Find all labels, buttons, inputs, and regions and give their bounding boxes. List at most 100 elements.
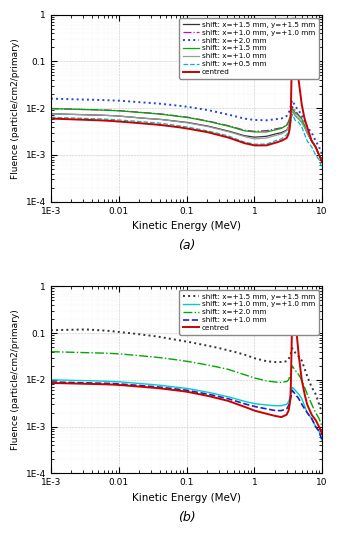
Line: shift: x=+2.0 mm: shift: x=+2.0 mm — [51, 98, 322, 155]
shift: x=+2.0 mm: (0.228, 0.0202): x=+2.0 mm: (0.228, 0.0202) — [209, 362, 213, 369]
shift: x=+1.5 mm, y=+1.5 mm: (0.001, 0.115): x=+1.5 mm, y=+1.5 mm: (0.001, 0.115) — [49, 327, 53, 333]
shift: x=+1.5 mm, y=+1.5 mm: (0.0108, 0.105): x=+1.5 mm, y=+1.5 mm: (0.0108, 0.105) — [119, 329, 123, 335]
shift: x=+1.0 mm: (10, 0.0008): x=+1.0 mm: (10, 0.0008) — [320, 156, 324, 163]
shift: x=+1.0 mm, y=+1.0 mm: (0.0051, 0.00921): x=+1.0 mm, y=+1.0 mm: (0.0051, 0.00921) — [97, 106, 101, 113]
shift: x=+1.5 mm, y=+1.5 mm: (0.0051, 0.00711): x=+1.5 mm, y=+1.5 mm: (0.0051, 0.00711) — [97, 112, 101, 118]
Text: (a): (a) — [178, 239, 195, 252]
shift: x=+1.5 mm, y=+1.5 mm: (3.62, 0.00887): x=+1.5 mm, y=+1.5 mm: (3.62, 0.00887) — [290, 108, 294, 114]
shift: x=+1.5 mm: (3.62, 0.00987): x=+1.5 mm: (3.62, 0.00987) — [290, 105, 294, 112]
shift: x=+1.0 mm, y=+1.0 mm: (0.0645, 0.007): x=+1.0 mm, y=+1.0 mm: (0.0645, 0.007) — [172, 112, 176, 119]
Y-axis label: Fluence (particle/cm2/primary): Fluence (particle/cm2/primary) — [11, 38, 20, 179]
shift: x=+1.5 mm, y=+1.5 mm: (0.00518, 0.115): x=+1.5 mm, y=+1.5 mm: (0.00518, 0.115) — [97, 327, 101, 333]
shift: x=+0.5 mm: (0.0645, 0.00437): x=+0.5 mm: (0.0645, 0.00437) — [172, 122, 176, 128]
shift: x=+1.0 mm: (0.469, 0.00298): x=+1.0 mm: (0.469, 0.00298) — [230, 129, 234, 136]
shift: x=+1.0 mm: (0.0051, 0.00711): x=+1.0 mm: (0.0051, 0.00711) — [97, 112, 101, 118]
centred — [209, 393, 213, 400]
shift: x=+1.0 mm: (0.228, 0.00391): x=+1.0 mm: (0.228, 0.00391) — [209, 124, 213, 131]
shift: x=+1.0 mm: (0.0645, 0.00648): x=+1.0 mm: (0.0645, 0.00648) — [172, 385, 176, 392]
Line: shift: x=+1.0 mm, y=+1.0 mm: shift: x=+1.0 mm, y=+1.0 mm — [51, 380, 322, 441]
centred — [172, 387, 176, 393]
shift: x=+1.5 mm, y=+1.5 mm: (0.231, 0.0518): x=+1.5 mm, y=+1.5 mm: (0.231, 0.0518) — [209, 343, 213, 350]
shift: x=+1.0 mm, y=+1.0 mm: (0.228, 0.00518): x=+1.0 mm, y=+1.0 mm: (0.228, 0.00518) — [209, 118, 213, 125]
shift: x=+2.0 mm: (1.03, 0.00559): x=+2.0 mm: (1.03, 0.00559) — [253, 117, 257, 123]
shift: x=+0.5 mm: (0.228, 0.00316): x=+0.5 mm: (0.228, 0.00316) — [209, 128, 213, 135]
shift: x=+1.0 mm: (0.228, 0.0048): x=+1.0 mm: (0.228, 0.0048) — [209, 392, 213, 398]
shift: x=+1.5 mm, y=+1.5 mm: (0.476, 0.0406): x=+1.5 mm, y=+1.5 mm: (0.476, 0.0406) — [231, 348, 235, 355]
centred — [97, 381, 101, 387]
shift: x=+1.5 mm, y=+1.5 mm: (0.0107, 0.00674): x=+1.5 mm, y=+1.5 mm: (0.0107, 0.00674) — [119, 113, 123, 119]
shift: x=+1.0 mm, y=+1.0 mm: (0.001, 0.01): x=+1.0 mm, y=+1.0 mm: (0.001, 0.01) — [49, 377, 53, 383]
shift: x=+0.5 mm: (0.0051, 0.00591): x=+0.5 mm: (0.0051, 0.00591) — [97, 116, 101, 122]
shift: x=+1.0 mm, y=+1.0 mm: (0.469, 0.00402): x=+1.0 mm, y=+1.0 mm: (0.469, 0.00402) — [230, 124, 234, 130]
centred — [119, 382, 123, 388]
shift: x=+1.5 mm, y=+1.5 mm: (1.04, 0.0286): x=+1.5 mm, y=+1.5 mm: (1.04, 0.0286) — [254, 355, 258, 362]
Line: shift: x=+1.0 mm, y=+1.0 mm: shift: x=+1.0 mm, y=+1.0 mm — [51, 106, 322, 159]
shift: x=+1.0 mm: (0.0107, 0.00674): x=+1.0 mm: (0.0107, 0.00674) — [119, 113, 123, 119]
centred — [230, 399, 234, 406]
shift: x=+1.0 mm: (0.001, 0.0076): x=+1.0 mm: (0.001, 0.0076) — [49, 111, 53, 117]
shift: x=+1.0 mm: (1.03, 0.00221): x=+1.0 mm: (1.03, 0.00221) — [253, 136, 257, 142]
shift: x=+1.5 mm: (0.469, 0.00392): x=+1.5 mm: (0.469, 0.00392) — [230, 124, 234, 131]
shift: x=+2.0 mm: (0.228, 0.00883): x=+2.0 mm: (0.228, 0.00883) — [209, 108, 213, 114]
centred — [253, 142, 257, 149]
centred — [320, 431, 324, 437]
centred — [253, 408, 257, 414]
centred — [230, 136, 234, 142]
shift: x=+1.5 mm, y=+1.5 mm: (0.00298, 0.12): x=+1.5 mm, y=+1.5 mm: (0.00298, 0.12) — [81, 326, 85, 333]
shift: x=+1.0 mm: (3.62, 0.00887): x=+1.0 mm: (3.62, 0.00887) — [290, 108, 294, 114]
shift: x=+1.0 mm, y=+1.0 mm: (0.228, 0.00528): x=+1.0 mm, y=+1.0 mm: (0.228, 0.00528) — [209, 389, 213, 396]
shift: x=+2.0 mm: (0.0107, 0.0357): x=+2.0 mm: (0.0107, 0.0357) — [119, 351, 123, 357]
shift: x=+1.0 mm: (1.03, 0.00268): x=+1.0 mm: (1.03, 0.00268) — [253, 403, 257, 410]
Line: centred: centred — [51, 291, 322, 434]
shift: x=+1.5 mm: (0.0645, 0.0069): x=+1.5 mm: (0.0645, 0.0069) — [172, 112, 176, 119]
shift: x=+2.0 mm: (0.0645, 0.0274): x=+2.0 mm: (0.0645, 0.0274) — [172, 356, 176, 363]
shift: x=+0.5 mm: (0.0107, 0.00556): x=+0.5 mm: (0.0107, 0.00556) — [119, 117, 123, 124]
centred — [97, 117, 101, 124]
shift: x=+2.0 mm: (0.001, 0.016): x=+2.0 mm: (0.001, 0.016) — [49, 95, 53, 102]
centred — [49, 380, 53, 386]
shift: x=+1.0 mm, y=+1.0 mm: (0.0107, 0.00883): x=+1.0 mm, y=+1.0 mm: (0.0107, 0.00883) — [119, 108, 123, 114]
centred — [291, 287, 295, 294]
shift: x=+1.5 mm: (0.228, 0.00507): x=+1.5 mm: (0.228, 0.00507) — [209, 119, 213, 125]
shift: x=+1.0 mm: (0.0645, 0.00528): x=+1.0 mm: (0.0645, 0.00528) — [172, 118, 176, 124]
shift: x=+1.0 mm, y=+1.0 mm: (0.0051, 0.00947): x=+1.0 mm, y=+1.0 mm: (0.0051, 0.00947) — [97, 378, 101, 384]
shift: x=+1.5 mm, y=+1.5 mm: (0.001, 0.0076): x=+1.5 mm, y=+1.5 mm: (0.001, 0.0076) — [49, 111, 53, 117]
Legend: shift: x=+1.5 mm, y=+1.5 mm, shift: x=+1.0 mm, y=+1.0 mm, shift: x=+2.0 mm, shif: shift: x=+1.5 mm, y=+1.5 mm, shift: x=+1… — [179, 18, 319, 79]
shift: x=+1.5 mm, y=+1.5 mm: (1.03, 0.00241): x=+1.5 mm, y=+1.5 mm: (1.03, 0.00241) — [253, 134, 257, 140]
shift: x=+1.0 mm, y=+1.0 mm: (10, 0.0005): x=+1.0 mm, y=+1.0 mm: (10, 0.0005) — [320, 438, 324, 444]
shift: x=+1.5 mm, y=+1.5 mm: (10, 0.0008): x=+1.5 mm, y=+1.5 mm: (10, 0.0008) — [320, 156, 324, 163]
Line: shift: x=+1.5 mm, y=+1.5 mm: shift: x=+1.5 mm, y=+1.5 mm — [51, 111, 322, 159]
shift: x=+1.5 mm: (0.001, 0.0098): x=+1.5 mm: (0.001, 0.0098) — [49, 105, 53, 112]
shift: x=+2.0 mm: (0.0107, 0.0144): x=+2.0 mm: (0.0107, 0.0144) — [119, 97, 123, 104]
shift: x=+2.0 mm: (0.0645, 0.0116): x=+2.0 mm: (0.0645, 0.0116) — [172, 102, 176, 108]
shift: x=+2.0 mm: (0.0051, 0.015): x=+2.0 mm: (0.0051, 0.015) — [97, 97, 101, 103]
shift: x=+1.0 mm, y=+1.0 mm: (0.469, 0.00412): x=+1.0 mm, y=+1.0 mm: (0.469, 0.00412) — [230, 395, 234, 401]
Line: shift: x=+1.0 mm: shift: x=+1.0 mm — [51, 382, 322, 441]
shift: x=+1.0 mm, y=+1.0 mm: (0.0107, 0.00903): x=+1.0 mm, y=+1.0 mm: (0.0107, 0.00903) — [119, 379, 123, 385]
Line: shift: x=+2.0 mm: shift: x=+2.0 mm — [51, 351, 322, 426]
Line: centred: centred — [51, 18, 322, 162]
Y-axis label: Fluence (particle/cm2/primary): Fluence (particle/cm2/primary) — [11, 309, 20, 450]
shift: x=+0.5 mm: (0.469, 0.00238): x=+0.5 mm: (0.469, 0.00238) — [230, 134, 234, 141]
Text: (b): (b) — [178, 511, 195, 524]
centred — [291, 15, 295, 21]
shift: x=+2.0 mm: (10, 0.001): x=+2.0 mm: (10, 0.001) — [320, 423, 324, 430]
shift: x=+1.0 mm, y=+1.0 mm: (0.0645, 0.0071): x=+1.0 mm, y=+1.0 mm: (0.0645, 0.0071) — [172, 384, 176, 390]
Line: shift: x=+1.0 mm: shift: x=+1.0 mm — [51, 111, 322, 159]
shift: x=+0.5 mm: (10, 0.0005): x=+0.5 mm: (10, 0.0005) — [320, 166, 324, 172]
shift: x=+1.0 mm, y=+1.0 mm: (1.03, 0.00309): x=+1.0 mm, y=+1.0 mm: (1.03, 0.00309) — [253, 401, 257, 407]
centred — [172, 124, 176, 130]
shift: x=+1.0 mm, y=+1.0 mm: (0.001, 0.0098): x=+1.0 mm, y=+1.0 mm: (0.001, 0.0098) — [49, 105, 53, 112]
shift: x=+1.5 mm: (1.03, 0.0031): x=+1.5 mm: (1.03, 0.0031) — [253, 129, 257, 135]
shift: x=+1.5 mm, y=+1.5 mm: (0.0655, 0.0731): x=+1.5 mm, y=+1.5 mm: (0.0655, 0.0731) — [172, 336, 176, 342]
shift: x=+1.5 mm: (10, 0.0008): x=+1.5 mm: (10, 0.0008) — [320, 156, 324, 163]
centred — [209, 130, 213, 136]
centred — [320, 159, 324, 165]
Legend: shift: x=+1.5 mm, y=+1.5 mm, shift: x=+1.0 mm, y=+1.0 mm, shift: x=+2.0 mm, shif: shift: x=+1.5 mm, y=+1.5 mm, shift: x=+1… — [179, 290, 319, 334]
shift: x=+1.5 mm, y=+1.5 mm: (0.469, 0.00308): x=+1.5 mm, y=+1.5 mm: (0.469, 0.00308) — [230, 129, 234, 135]
shift: x=+1.0 mm: (0.469, 0.00372): x=+1.0 mm: (0.469, 0.00372) — [230, 397, 234, 403]
shift: x=+2.0 mm: (10, 0.001): x=+2.0 mm: (10, 0.001) — [320, 152, 324, 158]
X-axis label: Kinetic Energy (MeV): Kinetic Energy (MeV) — [132, 221, 241, 231]
shift: x=+2.0 mm: (0.0051, 0.0376): x=+2.0 mm: (0.0051, 0.0376) — [97, 350, 101, 356]
Line: shift: x=+1.5 mm, y=+1.5 mm: shift: x=+1.5 mm, y=+1.5 mm — [51, 330, 322, 412]
